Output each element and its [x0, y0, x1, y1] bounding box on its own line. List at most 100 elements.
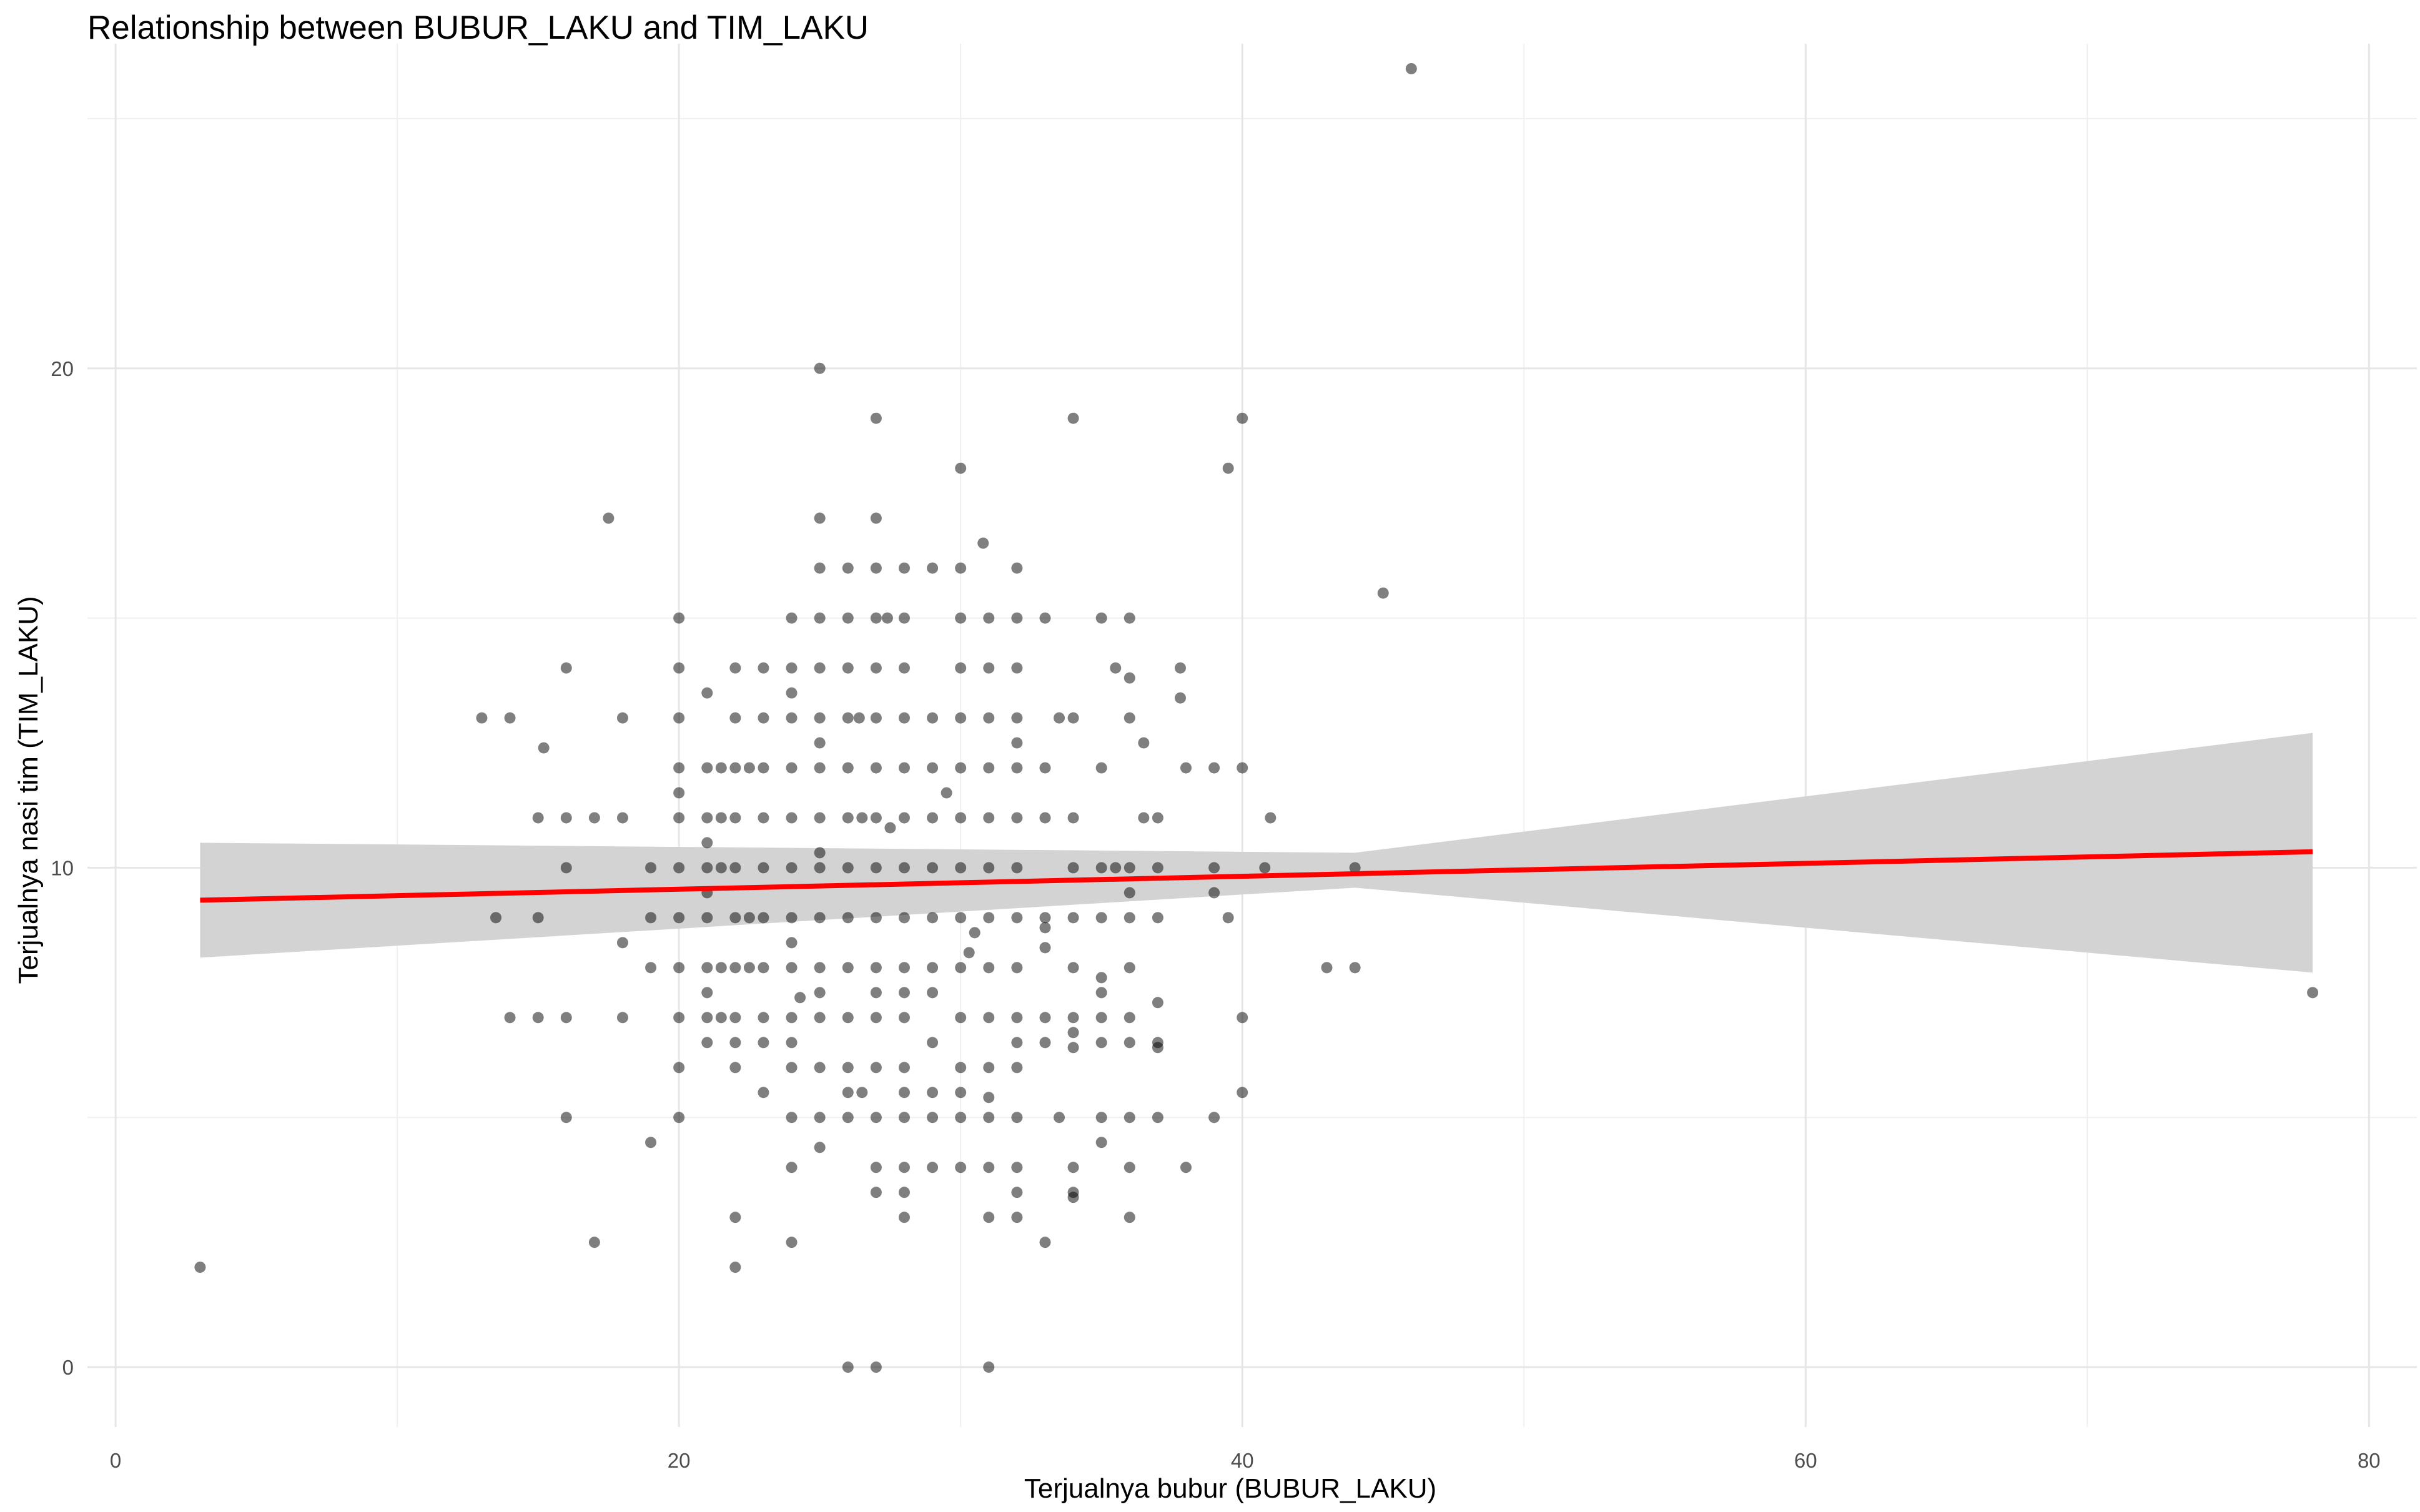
data-point	[743, 762, 755, 774]
data-point	[1124, 1212, 1135, 1223]
y-axis-label: Terjualnya nasi tim (TIM_LAKU)	[13, 596, 44, 984]
data-point	[1124, 672, 1135, 684]
data-point	[758, 912, 769, 924]
data-point	[941, 787, 952, 799]
data-point	[870, 812, 882, 824]
data-point	[983, 1361, 995, 1373]
data-point	[955, 912, 967, 924]
data-point	[1208, 762, 1220, 774]
data-point	[673, 1012, 685, 1024]
data-point	[603, 512, 615, 524]
data-point	[1124, 912, 1135, 924]
data-point	[955, 562, 967, 574]
data-point	[870, 1112, 882, 1124]
data-point	[758, 1037, 769, 1049]
data-point	[870, 1162, 882, 1174]
data-point	[1054, 1112, 1065, 1124]
data-point	[955, 1062, 967, 1074]
data-point	[955, 862, 967, 874]
data-point	[814, 1012, 826, 1024]
x-axis-label: Terjualnya bubur (BUBUR_LAKU)	[1024, 1473, 1436, 1504]
data-point	[1011, 862, 1023, 874]
data-point	[870, 1187, 882, 1198]
data-point	[701, 762, 713, 774]
data-point	[729, 662, 741, 674]
data-point	[786, 812, 798, 824]
data-point	[814, 362, 826, 374]
data-point	[927, 962, 939, 974]
data-point	[1180, 1162, 1192, 1174]
minor-grid	[87, 44, 2417, 1427]
data-point	[983, 762, 995, 774]
data-point	[758, 1087, 769, 1099]
data-point	[1039, 1037, 1051, 1049]
data-point	[729, 862, 741, 874]
data-point	[814, 812, 826, 824]
data-point	[758, 712, 769, 724]
data-point	[786, 937, 798, 949]
data-point	[1405, 62, 1417, 74]
data-point	[1349, 962, 1361, 974]
data-point	[1067, 1162, 1079, 1174]
data-point	[898, 1212, 910, 1223]
data-point	[842, 1087, 854, 1099]
data-point	[673, 787, 685, 799]
data-point	[1011, 962, 1023, 974]
data-point	[1095, 1037, 1107, 1049]
data-point	[842, 662, 854, 674]
data-point	[588, 1237, 600, 1248]
data-point	[673, 862, 685, 874]
data-point	[881, 612, 893, 624]
data-point	[794, 992, 806, 1004]
data-point	[977, 537, 989, 549]
data-point	[955, 462, 967, 474]
data-point	[701, 687, 713, 699]
data-point	[1222, 912, 1234, 924]
data-point	[898, 612, 910, 624]
data-point	[963, 947, 975, 959]
data-point	[715, 962, 727, 974]
data-point	[870, 912, 882, 924]
data-point	[898, 1112, 910, 1124]
x-axis-ticks: 0 20 40 60 80	[110, 1449, 2381, 1472]
data-point	[504, 1012, 516, 1024]
data-point	[898, 812, 910, 824]
data-point	[1095, 987, 1107, 999]
data-point	[853, 712, 865, 724]
data-point	[1067, 962, 1079, 974]
data-point	[673, 662, 685, 674]
data-point	[729, 1012, 741, 1024]
data-point	[715, 1012, 727, 1024]
data-point	[1039, 912, 1051, 924]
x-tick-label: 0	[110, 1449, 121, 1472]
data-point	[856, 812, 868, 824]
data-points	[194, 62, 2319, 1373]
data-point	[1039, 1237, 1051, 1248]
data-point	[1067, 912, 1079, 924]
data-point	[814, 862, 826, 874]
data-point	[927, 562, 939, 574]
data-point	[842, 712, 854, 724]
data-point	[786, 687, 798, 699]
data-point	[927, 1087, 939, 1099]
x-tick-label: 60	[1794, 1449, 1817, 1472]
data-point	[560, 812, 572, 824]
data-point	[1067, 412, 1079, 424]
data-point	[842, 862, 854, 874]
data-point	[814, 662, 826, 674]
data-point	[927, 1037, 939, 1049]
data-point	[1095, 612, 1107, 624]
data-point	[870, 1062, 882, 1074]
data-point	[842, 562, 854, 574]
data-point	[715, 812, 727, 824]
data-point	[870, 612, 882, 624]
data-point	[870, 987, 882, 999]
data-point	[1011, 1162, 1023, 1174]
data-point	[884, 822, 896, 834]
data-point	[588, 812, 600, 824]
data-point	[814, 1142, 826, 1154]
data-point	[1174, 692, 1186, 704]
data-point	[715, 762, 727, 774]
data-point	[1011, 1112, 1023, 1124]
data-point	[616, 812, 628, 824]
